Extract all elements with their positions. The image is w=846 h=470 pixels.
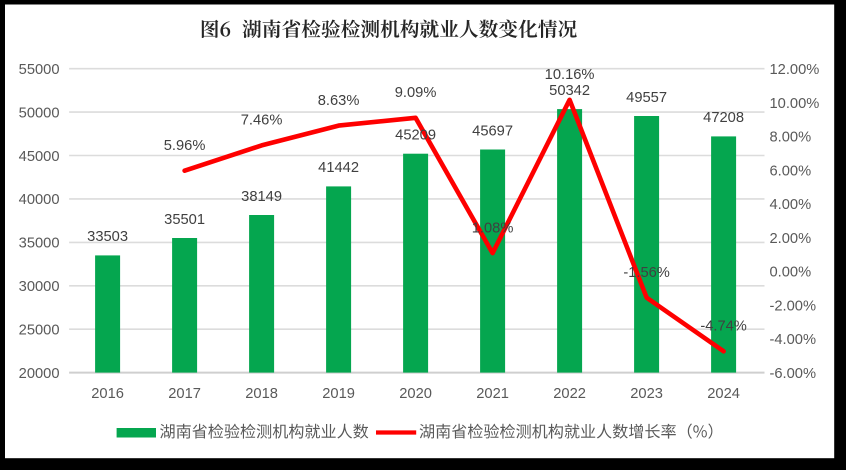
svg-text:20000: 20000 — [19, 366, 60, 382]
svg-text:45209: 45209 — [395, 128, 436, 144]
svg-text:0.00%: 0.00% — [770, 265, 812, 281]
svg-text:45697: 45697 — [472, 123, 513, 139]
svg-text:35501: 35501 — [164, 212, 205, 228]
svg-text:-1.56%: -1.56% — [623, 265, 670, 281]
svg-text:12.00%: 12.00% — [770, 62, 820, 78]
svg-text:-6.00%: -6.00% — [770, 366, 817, 382]
svg-text:2019: 2019 — [322, 386, 355, 402]
svg-text:55000: 55000 — [19, 62, 60, 78]
svg-text:2018: 2018 — [245, 386, 278, 402]
svg-text:6.00%: 6.00% — [770, 163, 812, 179]
svg-text:10.16%: 10.16% — [545, 67, 595, 83]
svg-text:10.00%: 10.00% — [770, 96, 820, 112]
svg-text:-4.00%: -4.00% — [770, 332, 817, 348]
svg-text:47208: 47208 — [703, 110, 744, 126]
svg-text:2020: 2020 — [399, 386, 432, 402]
svg-text:-4.74%: -4.74% — [700, 319, 747, 335]
svg-text:2016: 2016 — [91, 386, 124, 402]
svg-text:2021: 2021 — [476, 386, 509, 402]
svg-text:25000: 25000 — [19, 323, 60, 339]
svg-text:2023: 2023 — [630, 386, 663, 402]
svg-text:2022: 2022 — [553, 386, 586, 402]
svg-text:45000: 45000 — [19, 149, 60, 165]
svg-text:4.00%: 4.00% — [770, 197, 812, 213]
svg-text:49557: 49557 — [626, 90, 667, 106]
svg-text:41442: 41442 — [318, 160, 359, 176]
svg-text:5.96%: 5.96% — [164, 138, 206, 154]
svg-text:35000: 35000 — [19, 236, 60, 252]
svg-text:2024: 2024 — [707, 386, 740, 402]
svg-text:38149: 38149 — [241, 189, 282, 205]
svg-text:-2.00%: -2.00% — [770, 298, 817, 314]
svg-text:40000: 40000 — [19, 192, 60, 208]
svg-text:9.09%: 9.09% — [395, 85, 437, 101]
svg-text:50342: 50342 — [549, 83, 590, 99]
svg-text:30000: 30000 — [19, 279, 60, 295]
svg-text:7.46%: 7.46% — [241, 113, 283, 129]
svg-text:8.00%: 8.00% — [770, 130, 812, 146]
svg-text:1.08%: 1.08% — [472, 220, 514, 236]
svg-text:50000: 50000 — [19, 105, 60, 121]
svg-text:2017: 2017 — [168, 386, 201, 402]
svg-text:8.63%: 8.63% — [318, 93, 360, 109]
svg-text:2.00%: 2.00% — [770, 231, 812, 247]
svg-text:33503: 33503 — [87, 229, 128, 245]
